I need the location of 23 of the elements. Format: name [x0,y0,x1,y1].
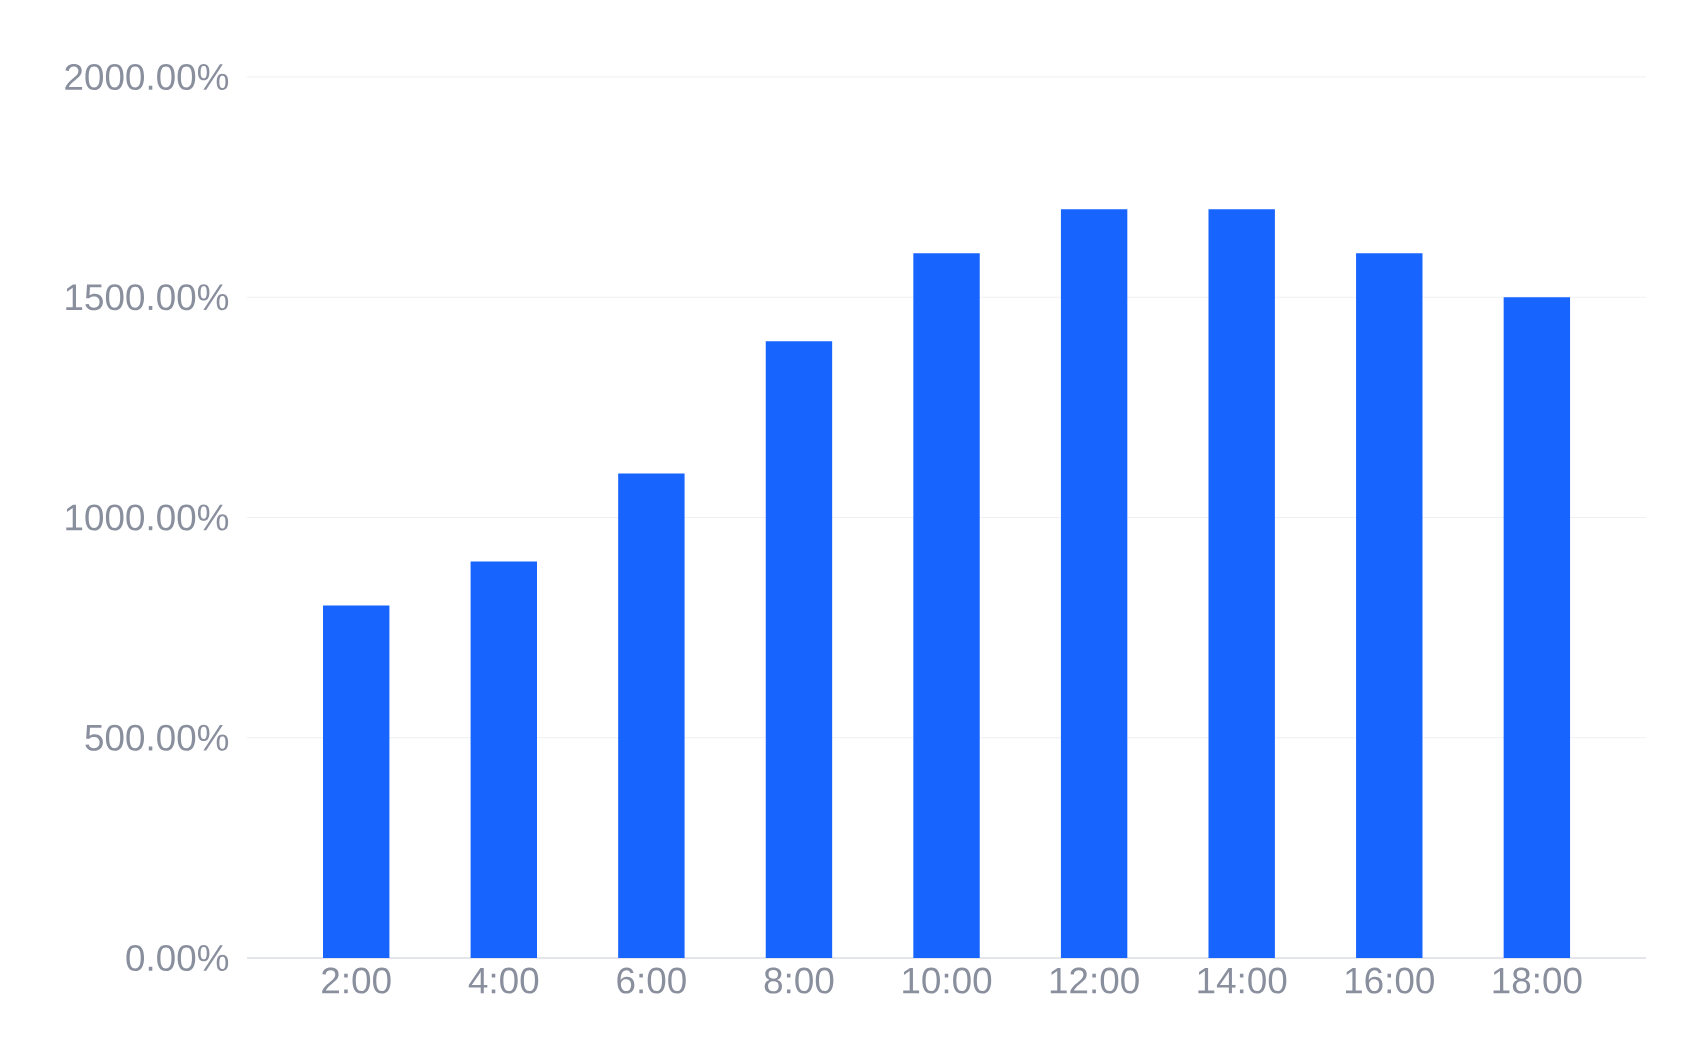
bar [1060,209,1128,958]
x-tick-label: 18:00 [1493,967,1582,994]
y-tick-label: 1500.00% [66,284,229,311]
bar [1503,297,1571,958]
x-tick-label: 14:00 [1198,967,1287,994]
y-tick-label: 0.00% [126,944,229,972]
y-tick-label: 1000.00% [66,504,229,531]
bar [1208,209,1275,958]
bar [765,341,833,958]
x-tick-label: 8:00 [764,967,834,994]
x-tick-label: 4:00 [468,967,539,994]
bar [1356,253,1423,958]
x-tick-label: 16:00 [1345,967,1434,994]
x-tick-label: 6:00 [617,967,686,994]
x-tick-label: 2:00 [322,967,391,994]
x-tick-label: 10:00 [903,967,992,994]
y-tick-label: 500.00% [85,724,229,751]
x-tick-label: 12:00 [1050,967,1139,994]
bar [470,561,537,958]
bar [323,605,390,958]
y-tick-label: 2000.00% [65,63,229,91]
bar [618,473,685,958]
bar [913,253,980,958]
